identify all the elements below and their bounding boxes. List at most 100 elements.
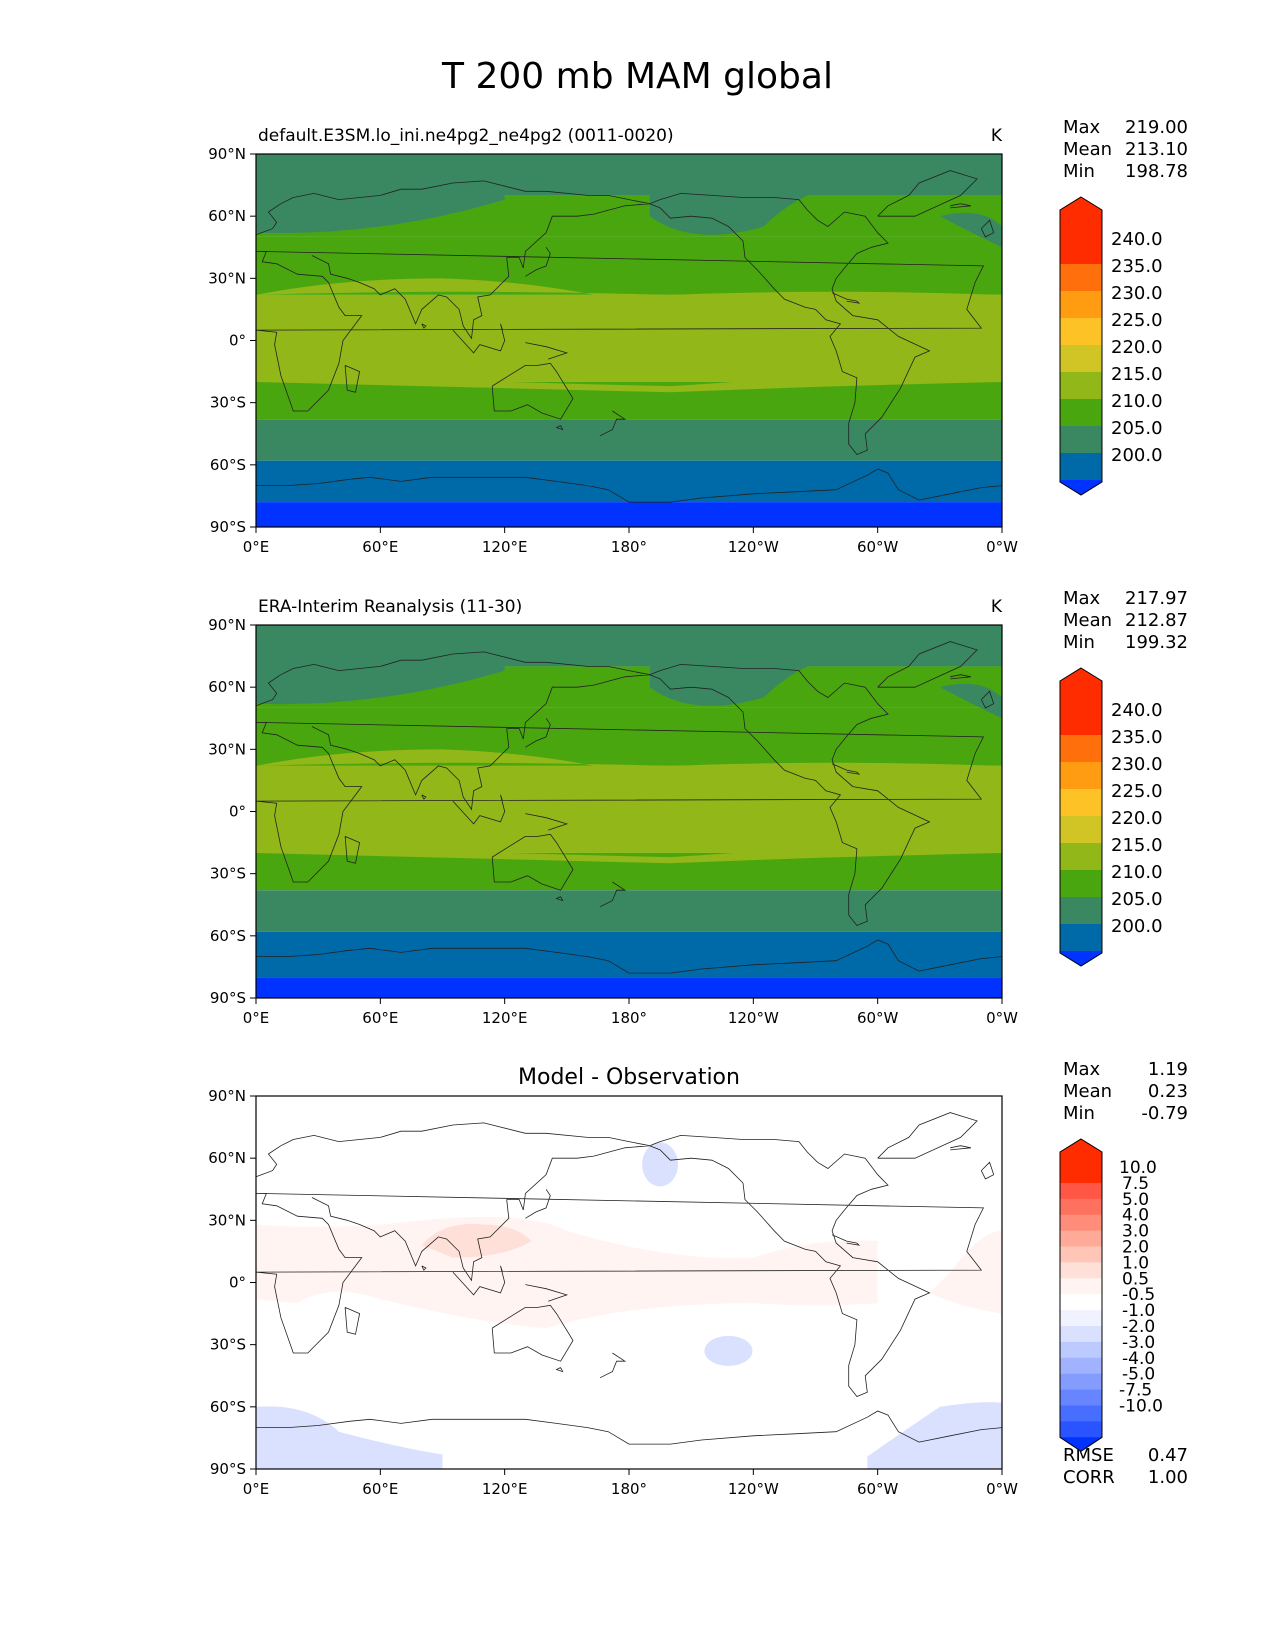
plot-frame	[255, 624, 1003, 999]
colorbar-tick-label: 235.0	[1111, 727, 1163, 748]
colorbar-segment	[1060, 1389, 1102, 1406]
colorbar-tick-label: 240.0	[1111, 700, 1163, 721]
colorbar-tick-label: 220.0	[1111, 337, 1163, 358]
colorbar-segment	[1060, 1405, 1102, 1422]
lon-tick-label: 0°W	[986, 538, 1018, 556]
contour-region	[649, 154, 837, 235]
colorbar-segment	[1060, 1341, 1102, 1359]
stat-value: 0.47	[1148, 1445, 1188, 1466]
lat-tick-label: 90°S	[210, 989, 246, 1007]
contour-band	[256, 977, 1002, 998]
colorbar-tick-label: 5.0	[1122, 1190, 1149, 1210]
stat-label: Mean	[1063, 610, 1112, 631]
colorbar-tick-label: -7.5	[1119, 1381, 1152, 1401]
map-panel-1: default.E3SM.lo_ini.ne4pg2_ne4pg2 (0011-…	[255, 117, 1188, 527]
colorbar-segment	[1060, 951, 1102, 966]
contour-region	[256, 1406, 443, 1469]
colorbar-tick-label: 225.0	[1111, 310, 1163, 331]
lat-tick-label: 60°N	[208, 678, 246, 696]
colorbar-tick-label: 200.0	[1111, 445, 1163, 466]
stat-value: 198.78	[1125, 161, 1188, 182]
contour-region	[256, 278, 1002, 319]
colorbar-tick-label: 205.0	[1111, 889, 1163, 910]
stat-label: Min	[1063, 1103, 1095, 1124]
contour-region	[256, 625, 505, 705]
contour-region	[939, 212, 1002, 248]
colorbar-tick-label: -5.0	[1122, 1365, 1155, 1385]
colorbar-segment	[1060, 264, 1102, 291]
colorbar-segment	[1060, 1167, 1102, 1184]
stat-value: -0.79	[1141, 1103, 1188, 1124]
colorbar-segment	[1060, 762, 1102, 789]
colorbar-segment	[1060, 924, 1102, 951]
lat-tick-label: 60°N	[208, 207, 246, 225]
colorbar-tick-label: 230.0	[1111, 754, 1163, 775]
colorbar-segment	[1060, 1198, 1102, 1216]
colorbar-segment	[1060, 453, 1102, 480]
lat-tick-label: 0°	[229, 1274, 246, 1292]
contour-band	[256, 890, 1002, 932]
lon-tick-label: 60°W	[857, 1480, 899, 1498]
map-fill	[256, 154, 1002, 527]
colorbar-segment	[1060, 399, 1102, 426]
lon-tick-label: 0°E	[243, 538, 270, 556]
lat-tick-label: 60°N	[208, 1149, 246, 1167]
colorbar-outline	[1059, 1138, 1103, 1452]
stat-label: Mean	[1063, 139, 1112, 160]
lon-tick-label: 120°W	[728, 1480, 779, 1498]
lat-tick-label: 90°S	[210, 518, 246, 536]
coastline	[255, 1112, 1003, 1445]
lat-tick-label: 60°S	[210, 456, 246, 474]
contour-region	[256, 749, 1002, 790]
lat-tick-label: 30°N	[208, 1211, 246, 1229]
colorbar-tick-label: -3.0	[1122, 1333, 1155, 1353]
colorbar-outline	[1059, 196, 1103, 496]
lon-tick-label: 0°W	[986, 1480, 1018, 1498]
colorbar-segment	[1060, 1326, 1102, 1343]
lon-tick-label: 120°W	[728, 1009, 779, 1027]
lon-tick-label: 120°E	[482, 1009, 528, 1027]
colorbar-segment	[1060, 870, 1102, 897]
stat-value: 0.23	[1148, 1081, 1188, 1102]
stat-value: 1.00	[1148, 1467, 1188, 1488]
colorbar-segment	[1060, 1294, 1102, 1311]
colorbar-segment	[1060, 318, 1102, 345]
lon-tick-label: 120°E	[482, 538, 528, 556]
colorbar-tick-label: 0.5	[1122, 1269, 1149, 1289]
colorbar-tick-label: -4.0	[1122, 1349, 1155, 1369]
lat-tick-label: 60°S	[210, 927, 246, 945]
colorbar-tick-label: -2.0	[1122, 1317, 1155, 1337]
panel-title: ERA-Interim Reanalysis (11-30)	[258, 597, 522, 617]
contour-band	[256, 931, 1002, 978]
panel-units: K	[991, 126, 1003, 146]
colorbar-tick-label: 2.0	[1122, 1238, 1149, 1258]
stat-value: 212.87	[1125, 610, 1188, 631]
colorbar-tick-label: 215.0	[1111, 364, 1163, 385]
figure-title: T 200 mb MAM global	[442, 56, 833, 97]
colorbar-segment	[1060, 1139, 1102, 1167]
map-panel-3: Model - Observation Max 1.19 Mean 0.23 Min -0.…	[255, 1059, 1188, 1488]
colorbar-segment	[1060, 1262, 1102, 1279]
colorbar-tick-label: 210.0	[1111, 862, 1163, 883]
contour-band	[256, 419, 1002, 461]
colorbar-segment	[1060, 789, 1102, 816]
lon-tick-label: 120°E	[482, 1480, 528, 1498]
stat-value: 1.19	[1148, 1059, 1188, 1080]
colorbar-segment	[1060, 1373, 1102, 1391]
lat-tick-label: 0°	[229, 332, 246, 350]
contour-region	[256, 832, 1002, 864]
lat-tick-label: 60°S	[210, 1398, 246, 1416]
colorbar-segment	[1060, 345, 1102, 372]
colorbar-segment	[1060, 1310, 1102, 1327]
stat-label: CORR	[1063, 1467, 1115, 1488]
contour-band	[256, 460, 1002, 503]
colorbar-segment	[1060, 1182, 1102, 1200]
colorbar-tick-label: 220.0	[1111, 808, 1163, 829]
contour-region	[256, 1216, 878, 1329]
colorbar-segment	[1060, 197, 1102, 237]
axes-3: 0°E 60°E 120°E 180° 120°W 60°W 0°W 90°N 60°N 30°N…	[208, 1087, 1018, 1498]
contour-region	[649, 625, 837, 706]
colorbar-segment	[1060, 1214, 1102, 1232]
plot-frame	[255, 153, 1003, 528]
contour-band	[256, 502, 1002, 527]
